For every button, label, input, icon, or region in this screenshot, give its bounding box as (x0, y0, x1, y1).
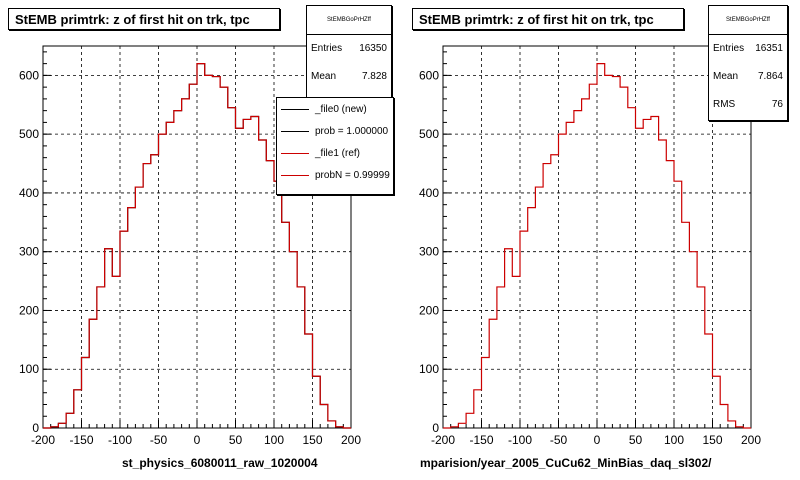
y-tick-label: 600 (419, 68, 439, 82)
y-tick-label: 600 (19, 68, 39, 82)
x-tick-label: 100 (264, 433, 284, 447)
stats-value: 76 (771, 99, 783, 110)
stats-row-entries: Entries 16350 (307, 35, 391, 63)
y-tick-label: 300 (419, 245, 439, 259)
y-tick-label: 200 (419, 303, 439, 317)
x-tick-label: -200 (31, 433, 55, 447)
legend-label: _file0 (new) (315, 103, 367, 115)
stats-header: StEMBGoPrHZff (709, 6, 787, 35)
y-tick-label: 400 (19, 186, 39, 200)
histogram-pad-left: -200 -150 -100 -50 0 50 100 150 200 0 100 200 300 400… (8, 5, 394, 470)
x-tick-label: -50 (550, 433, 568, 447)
legend-label: _file1 (ref) (315, 147, 361, 159)
stats-row-rms: RMS 76 (709, 91, 787, 119)
chart-title: StEMB primtrk: z of first hit on trk, tp… (8, 8, 280, 30)
histogram-series-line (443, 63, 751, 429)
x-tick-label: -150 (469, 433, 493, 447)
legend-box[interactable]: _file0 (new) prob = 1.000000 _file1 (ref… (276, 97, 394, 195)
x-tick-label: -150 (69, 433, 93, 447)
x-tick-label: 50 (629, 433, 643, 447)
stats-row-mean: Mean 7.864 (709, 63, 787, 91)
chart-title: StEMB primtrk: z of first hit on trk, tp… (412, 8, 684, 30)
stats-box[interactable]: StEMBGoPrHZff Entries 16351 Mean 7.864 R… (708, 5, 788, 121)
legend-swatch (281, 152, 309, 154)
y-tick-label: 0 (432, 421, 439, 435)
stats-label: Mean (713, 71, 739, 82)
legend-swatch (281, 174, 309, 176)
y-tick-label: 100 (419, 362, 439, 376)
y-tick-label: 400 (419, 186, 439, 200)
x-tick-label: 200 (341, 433, 361, 447)
x-tick-label: 150 (702, 433, 722, 447)
histogram-plot-right: -200 -150 -100 -50 0 50 100 150 200 0 100 200 300 400… (419, 45, 761, 447)
y-tick-label: 300 (19, 245, 39, 259)
stats-box[interactable]: StEMBGoPrHZff Entries 16350 Mean 7.828 (306, 5, 392, 100)
x-tick-label: -50 (150, 433, 168, 447)
y-tick-label: 100 (19, 362, 39, 376)
stats-header: StEMBGoPrHZff (307, 6, 391, 35)
x-tick-label: -200 (431, 433, 455, 447)
legend-label: prob = 1.000000 (315, 125, 389, 137)
histogram-series-line (43, 63, 351, 429)
stats-value: 7.864 (757, 71, 783, 82)
y-tick-label: 0 (32, 421, 39, 435)
y-tick-label: 500 (19, 127, 39, 141)
x-tick-label: 200 (741, 433, 761, 447)
x-footer-label: mparision/year_2005_CuCu62_MinBias_daq_s… (420, 456, 712, 470)
x-footer-label: st_physics_6080011_raw_1020004 (122, 456, 318, 470)
x-tick-label: 0 (194, 433, 201, 447)
stats-label: Entries (713, 43, 745, 54)
stats-row-entries: Entries 16351 (709, 35, 787, 63)
y-tick-label: 200 (19, 303, 39, 317)
legend-entry-probn: probN = 0.99999 (277, 164, 393, 186)
x-tick-label: -100 (508, 433, 532, 447)
stats-label: Mean (311, 71, 337, 82)
x-tick-label: 150 (302, 433, 322, 447)
x-tick-label: 100 (664, 433, 684, 447)
legend-entry-prob: prob = 1.000000 (277, 120, 393, 142)
x-tick-label: 50 (229, 433, 243, 447)
histogram-pad-right: -200 -150 -100 -50 0 50 100 150 200 0 100 200 300 400… (400, 0, 800, 480)
y-tick-label: 500 (419, 127, 439, 141)
stats-label: Entries (311, 43, 343, 54)
stats-row-mean: Mean 7.828 (307, 63, 391, 91)
legend-label: probN = 0.99999 (315, 169, 390, 181)
stats-value: 16351 (755, 43, 783, 54)
x-tick-label: -100 (108, 433, 132, 447)
legend-swatch (281, 108, 309, 110)
legend-swatch (281, 130, 309, 132)
stats-value: 7.828 (361, 71, 387, 82)
stats-value: 16350 (359, 43, 387, 54)
legend-entry-file1: _file1 (ref) (277, 142, 393, 164)
stats-label: RMS (713, 99, 736, 110)
x-tick-label: 0 (594, 433, 601, 447)
legend-entry-file0: _file0 (new) (277, 98, 393, 120)
